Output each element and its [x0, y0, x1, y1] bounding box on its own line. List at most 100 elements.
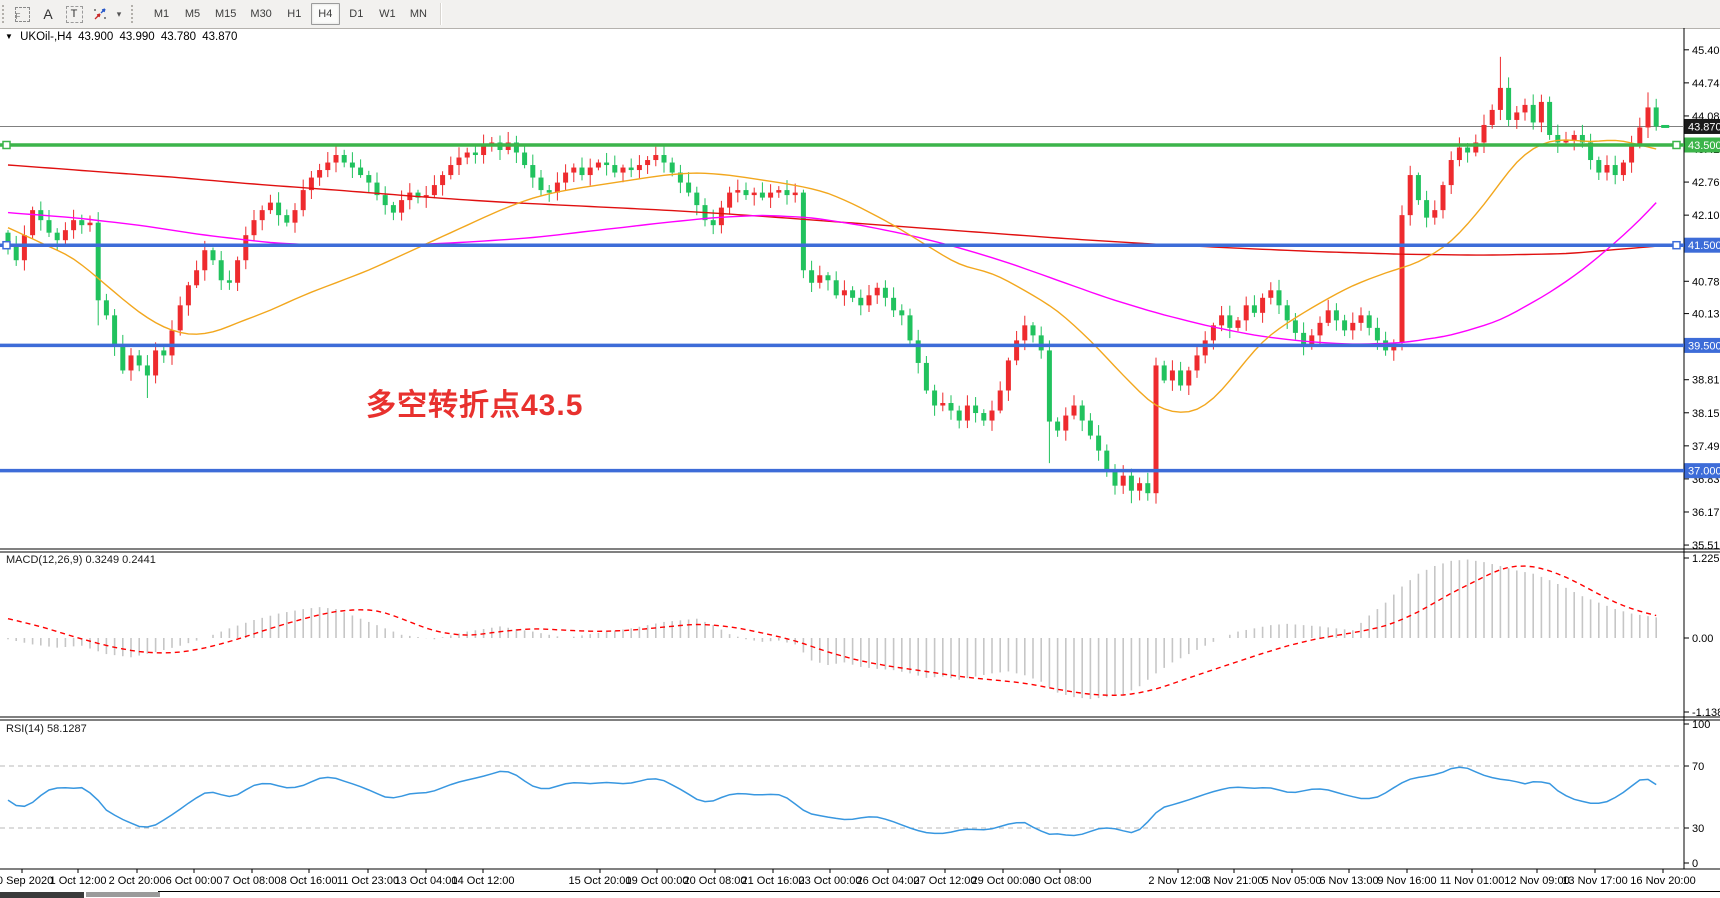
moving-averages [7, 139, 1657, 413]
price-axis[interactable]: 45.40044.74044.08043.42042.76042.10041.4… [1684, 45, 1720, 870]
candlestick-series [5, 56, 1670, 504]
ma-line-medium-magenta [7, 202, 1657, 345]
text-label-icon: T [65, 5, 83, 23]
annotation-text[interactable]: 多空转折点43.5 [366, 389, 584, 422]
selection-frame-icon: F [14, 6, 30, 22]
svg-text:43.870: 43.870 [1688, 121, 1720, 133]
svg-text:8 Oct 16:00: 8 Oct 16:00 [281, 875, 338, 887]
timeframe-button-group: M1 M5 M15 M30 H1 H4 D1 W1 MN [146, 3, 434, 25]
svg-text:30 Oct 08:00: 30 Oct 08:00 [1029, 875, 1092, 887]
svg-text:70: 70 [1692, 761, 1704, 773]
horizontal-lines [0, 140, 1684, 473]
scrollbar-thumb[interactable] [0, 892, 84, 898]
svg-text:1 Oct 12:00: 1 Oct 12:00 [50, 875, 107, 887]
svg-text:0: 0 [1692, 858, 1698, 870]
chart-title: ▼ UKOil-,H4 43.900 43.990 43.780 43.870 [5, 31, 240, 43]
svg-text:21 Oct 16:00: 21 Oct 16:00 [742, 875, 805, 887]
svg-text:42.100: 42.100 [1692, 210, 1720, 222]
svg-text:-1.1383: -1.1383 [1692, 707, 1720, 719]
svg-text:15 Oct 20:00: 15 Oct 20:00 [569, 875, 632, 887]
toolbar-separator [439, 3, 442, 25]
price-badges: 43.500 41.500 39.500 37.000 43.870 [1684, 118, 1720, 479]
ohlc-close: 43.870 [202, 31, 238, 43]
arrow-objects-tool-button[interactable] [88, 4, 112, 24]
svg-text:12 Nov 09:00: 12 Nov 09:00 [1504, 875, 1569, 887]
svg-text:30: 30 [1692, 823, 1704, 835]
svg-text:42.760: 42.760 [1692, 177, 1720, 189]
timeframe-button-m15[interactable]: M15 [215, 8, 237, 20]
hline-41.500[interactable] [0, 240, 1684, 250]
svg-text:6 Oct 00:00: 6 Oct 00:00 [166, 875, 223, 887]
symbol-dropdown-triangle-icon[interactable]: ▼ [5, 32, 13, 41]
timeframe-button-w1[interactable]: W1 [379, 8, 396, 20]
svg-text:5 Nov 05:00: 5 Nov 05:00 [1262, 875, 1321, 887]
svg-text:40.135: 40.135 [1692, 309, 1720, 321]
svg-text:27 Oct 12:00: 27 Oct 12:00 [914, 875, 977, 887]
ohlc-open: 43.900 [78, 31, 114, 43]
svg-text:13 Nov 17:00: 13 Nov 17:00 [1562, 875, 1627, 887]
svg-text:35.515: 35.515 [1692, 540, 1720, 552]
svg-text:11 Nov 01:00: 11 Nov 01:00 [1440, 875, 1505, 887]
svg-text:19 Oct 00:00: 19 Oct 00:00 [626, 875, 689, 887]
ohlc-low: 43.780 [160, 31, 197, 43]
horizontal-scrollbar [0, 890, 1720, 898]
svg-text:1.2251: 1.2251 [1692, 553, 1720, 565]
timeframe-button-m1[interactable]: M1 [153, 8, 170, 20]
scrollbar-page-segment[interactable] [86, 892, 160, 897]
svg-text:29 Oct 00:00: 29 Oct 00:00 [972, 875, 1035, 887]
svg-text:40.780: 40.780 [1692, 276, 1720, 288]
text-label-tool-button[interactable]: T [62, 4, 86, 24]
svg-text:38.815: 38.815 [1692, 375, 1720, 387]
svg-text:7 Oct 08:00: 7 Oct 08:00 [224, 875, 281, 887]
svg-text:23 Oct 00:00: 23 Oct 00:00 [799, 875, 862, 887]
timeframe-button-h1[interactable]: H1 [287, 8, 302, 20]
svg-text:37.495: 37.495 [1692, 441, 1720, 453]
svg-text:13 Oct 04:00: 13 Oct 04:00 [395, 875, 458, 887]
timeframe-toolbar-grip[interactable] [131, 5, 138, 23]
ma-line-fast-orange [7, 139, 1657, 413]
svg-text:39.500: 39.500 [1688, 340, 1720, 352]
svg-text:43.500: 43.500 [1688, 140, 1720, 152]
symbol-period-label: UKOil-,H4 [20, 31, 72, 43]
svg-text:16 Nov 20:00: 16 Nov 20:00 [1630, 875, 1695, 887]
rsi-indicator-label: RSI(14) 58.1287 [6, 723, 87, 735]
chevron-down-icon: ▾ [116, 8, 122, 19]
svg-text:100: 100 [1692, 719, 1710, 731]
svg-text:14 Oct 12:00: 14 Oct 12:00 [452, 875, 515, 887]
arrow-objects-icon [94, 8, 106, 20]
svg-text:20 Oct 08:00: 20 Oct 08:00 [684, 875, 747, 887]
svg-text:11 Oct 23:00: 11 Oct 23:00 [337, 875, 399, 887]
timeframe-button-h4[interactable]: H4 [310, 3, 340, 25]
macd-pane [7, 559, 1657, 700]
selection-frame-tool-button[interactable]: F [10, 4, 34, 24]
svg-text:0.00: 0.00 [1692, 633, 1713, 645]
toolbar-grip[interactable] [2, 5, 9, 23]
svg-text:6 Nov 13:00: 6 Nov 13:00 [1319, 875, 1378, 887]
svg-text:41.500: 41.500 [1688, 240, 1720, 252]
svg-text:2 Oct 20:00: 2 Oct 20:00 [109, 875, 166, 887]
text-annotation-tool-button[interactable]: A [36, 4, 60, 24]
svg-text:3 Nov 21:00: 3 Nov 21:00 [1204, 875, 1263, 887]
pane-frames [0, 28, 1720, 870]
arrow-objects-dropdown[interactable]: ▾ [114, 4, 124, 24]
svg-text:2 Nov 12:00: 2 Nov 12:00 [1148, 875, 1207, 887]
timeframe-button-m5[interactable]: M5 [184, 8, 201, 20]
svg-text:36.175: 36.175 [1692, 507, 1720, 519]
hline-43.500[interactable] [0, 140, 1684, 150]
svg-text:9 Nov 16:00: 9 Nov 16:00 [1377, 875, 1436, 887]
timeframe-button-m30[interactable]: M30 [250, 8, 272, 20]
timeframe-button-d1[interactable]: D1 [349, 8, 364, 20]
macd-indicator-label: MACD(12,26,9) 0.3249 0.2441 [6, 554, 156, 566]
rsi-pane [0, 765, 1684, 837]
ohlc-high: 43.990 [119, 31, 155, 43]
text-annotation-icon: A [43, 6, 53, 22]
svg-text:30 Sep 2020: 30 Sep 2020 [0, 875, 53, 887]
svg-text:45.400: 45.400 [1692, 45, 1720, 57]
svg-text:44.740: 44.740 [1692, 78, 1720, 90]
timeframe-button-mn[interactable]: MN [409, 8, 427, 20]
scrollbar-track[interactable] [158, 891, 1720, 892]
svg-text:37.000: 37.000 [1688, 466, 1720, 478]
